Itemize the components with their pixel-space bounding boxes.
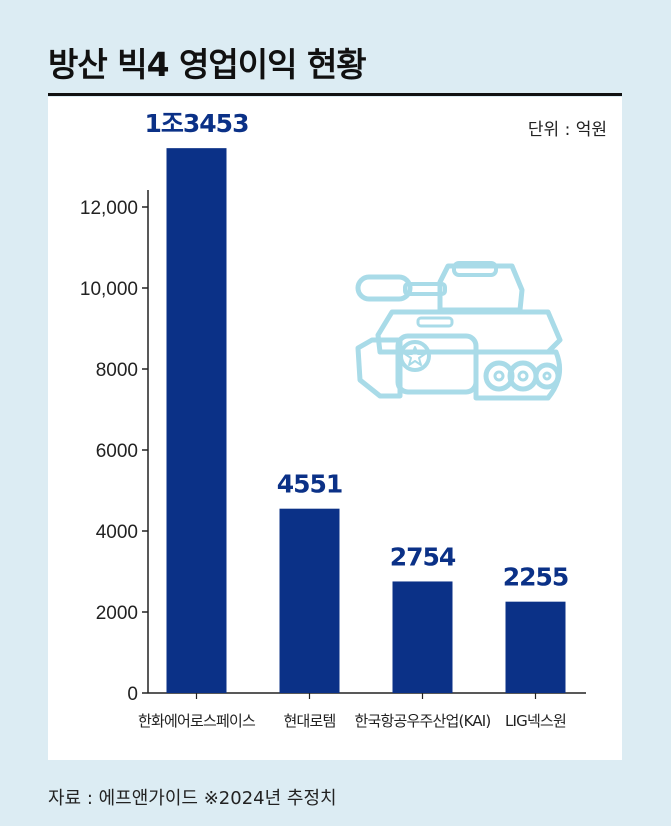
tank-turret [437,263,525,313]
tank-wheel-hub [542,371,552,381]
tank-vent [416,316,454,328]
title-rule [48,93,622,96]
unit-label: 단위 : 억원 [527,120,607,140]
data-label: 2754 [390,542,456,571]
x-tick-label: LIG넥스원 [505,712,566,730]
y-tick-label: 2000 [96,603,138,624]
y-tick-label: 6000 [96,441,138,462]
data-label: 1조3453 [145,109,249,138]
y-tick-label: 0 [127,684,138,705]
tank-barrel [355,274,413,302]
source-note: 자료 : 에프앤가이드 ※2024년 추정치 [48,788,337,809]
bar [166,148,227,693]
y-tick-label: 12,000 [80,198,138,219]
star-icon [404,346,426,366]
tank-wheel-hub [493,370,505,382]
y-tick-label: 8000 [96,360,138,381]
bar [505,601,566,693]
bar-layer: 1조3453 4551 2754 2255 [145,109,569,693]
tank-star-badge [399,340,431,372]
data-label: 2255 [503,563,569,592]
data-label: 4551 [277,470,343,499]
tank-hatch [452,261,498,277]
x-tick-label: 한화에어로스페이스 [138,712,256,730]
bar [392,581,453,693]
x-tick-label: 한국항공우주산업(KAI) [355,712,491,730]
axis-layer: 0 2000 4000 6000 8000 10,000 12,000 한화에어로스페이스 현대… [80,190,586,730]
tank-barrel-mount [403,282,447,296]
y-tick-label: 4000 [96,522,138,543]
tank-wheel-hub [517,370,529,382]
bar [279,508,340,693]
tank-wheel [533,362,561,390]
chart-title: 방산 빅4 영업이익 현황 [48,45,367,84]
x-tick-label: 현대로템 [283,712,335,730]
y-tick-label: 10,000 [80,279,138,300]
tank-hull [375,309,563,355]
tank-icon [355,261,563,401]
tank-track-front [355,337,403,399]
